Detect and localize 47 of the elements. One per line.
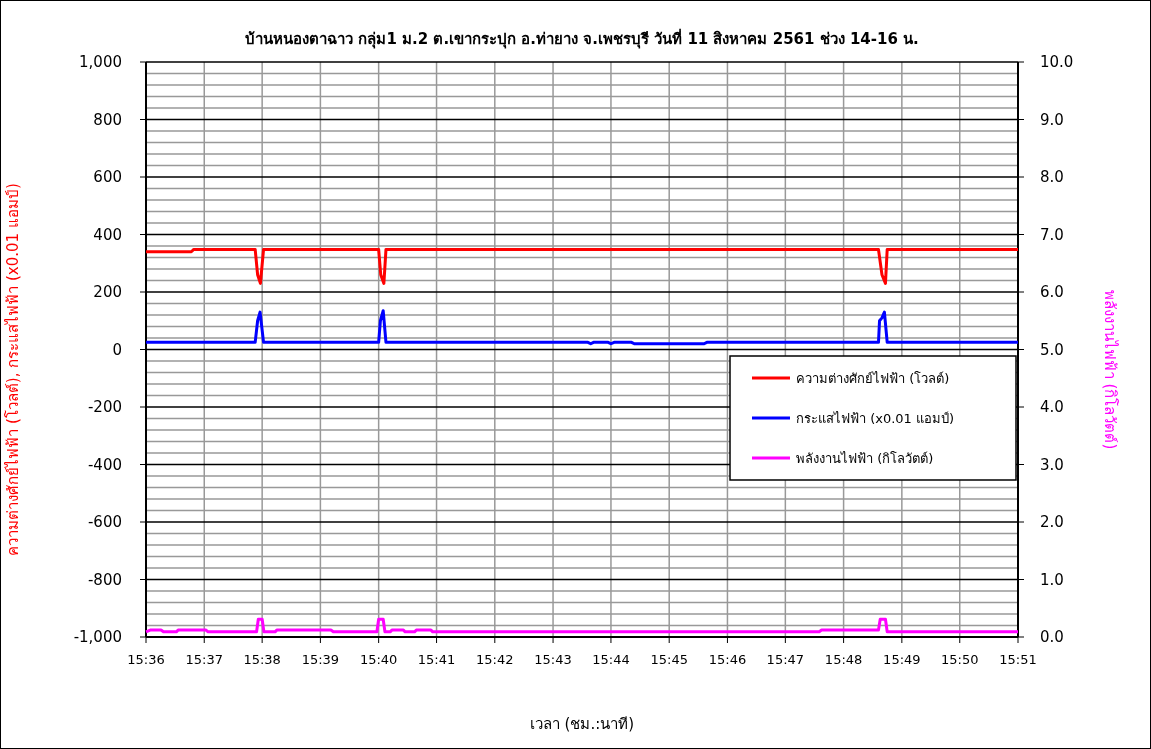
x-tick-label: 15:50	[941, 652, 979, 667]
x-tick-label: 15:36	[127, 652, 165, 667]
y2-tick-label: 0.0	[1040, 628, 1064, 647]
legend-label: กระแสไฟฟ้า (x0.01 แอมป์)	[796, 410, 955, 426]
y2-tick-label: 4.0	[1040, 398, 1064, 417]
x-tick-label: 15:38	[243, 652, 281, 667]
y-tick-label: 800	[93, 110, 122, 129]
x-tick-label: 15:45	[650, 652, 688, 667]
x-tick-label: 15:43	[534, 652, 572, 667]
line-series	[144, 309, 1020, 346]
y-tick-label: 600	[93, 168, 122, 187]
x-tick-label: 15:37	[185, 652, 223, 667]
x-axis-title: เวลา (ชม.:นาที)	[529, 715, 635, 733]
chart-title: บ้านหนองตาฉาว กลุ่ม1 ม.2 ต.เขากระปุก อ.ท่ายาง จ.เพชรบุรี วันที่ 11 สิงหาคม 2561 ช่วง 14-16 น.	[245, 28, 919, 49]
x-tick-label: 15:51	[999, 652, 1037, 667]
y2-tick-label: 8.0	[1040, 168, 1064, 187]
x-tick-label: 15:41	[417, 652, 456, 667]
y2-tick-label: 7.0	[1040, 225, 1064, 244]
x-tick-label: 15:44	[592, 652, 630, 667]
y-tick-label: -400	[87, 455, 122, 474]
x-tick-label: 15:46	[708, 652, 747, 667]
y2-tick-label: 6.0	[1040, 283, 1064, 302]
y-tick-label: -1,000	[73, 628, 122, 647]
y-tick-label: -600	[87, 513, 122, 532]
legend-label: ความต่างศักย์ไฟฟ้า (โวลต์)	[796, 370, 950, 386]
y-tick-label: -800	[87, 570, 122, 589]
y2-tick-label: 10.0	[1040, 53, 1074, 72]
y-tick-label: -200	[87, 398, 122, 417]
x-tick-label: 15:39	[301, 652, 340, 667]
y2-tick-label: 3.0	[1040, 455, 1064, 474]
y-tick-label: 1,000	[79, 53, 122, 72]
x-tick-label: 15:49	[883, 652, 921, 667]
y2-tick-label: 5.0	[1040, 340, 1064, 359]
y-tick-label: 200	[93, 283, 122, 302]
x-tick-label: 15:40	[359, 652, 398, 667]
x-tick-label: 15:42	[476, 652, 514, 667]
y2-axis-title: พลังงานไฟฟ้า (กิโลวัตต์)	[1101, 289, 1119, 450]
legend-label: พลังงานไฟฟ้า (กิโลวัตต์)	[796, 450, 934, 466]
y2-tick-label: 9.0	[1040, 110, 1064, 129]
x-tick-label: 15:47	[766, 652, 805, 667]
y2-tick-label: 1.0	[1040, 570, 1064, 589]
line-series	[144, 247, 1020, 285]
y-axis-title: ความต่างศักย์ไฟฟ้า (โวลต์), กระแสไฟฟ้า (x0.01 แอมป์)	[4, 183, 22, 556]
y-tick-label: 400	[93, 225, 122, 244]
x-tick-label: 15:48	[824, 652, 863, 667]
y2-tick-label: 2.0	[1040, 513, 1064, 532]
y-tick-label: 0	[112, 340, 122, 359]
